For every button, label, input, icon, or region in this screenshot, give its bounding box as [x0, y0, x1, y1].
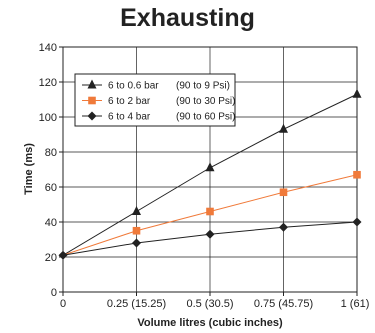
data-point	[205, 229, 215, 239]
x-tick-label: 0.25 (15.25)	[107, 298, 166, 310]
x-tick-label: 0.5 (30.5)	[186, 298, 233, 310]
data-point	[206, 207, 214, 216]
y-tick-label: 60	[45, 182, 57, 194]
legend-marker	[87, 79, 97, 89]
x-axis-label: Volume litres (cubic inches)	[137, 317, 283, 329]
y-axis-ticks: 0 20 40 60 80 100 120 140	[39, 42, 63, 299]
legend-marker	[88, 96, 96, 105]
x-tick-label: 1 (61)	[341, 298, 370, 310]
legend-marker	[87, 111, 97, 121]
y-tick-label: 0	[51, 287, 57, 299]
data-point	[58, 250, 68, 260]
y-tick-label: 20	[45, 252, 57, 264]
y-tick-label: 120	[39, 77, 57, 89]
y-axis-label: Time (ms)	[23, 143, 35, 195]
legend-label: 6 to 0.6 bar	[108, 81, 159, 92]
data-point	[279, 188, 288, 197]
legend-label: 6 to 2 bar	[108, 96, 151, 107]
chart-title: Exhausting	[120, 4, 255, 32]
legend-label: 6 to 4 bar	[108, 112, 151, 123]
legend-label-extra: (90 to 9 Psi)	[176, 81, 230, 92]
y-tick-label: 80	[45, 147, 57, 159]
data-point	[279, 123, 288, 133]
data-point	[132, 238, 141, 248]
series-markers	[58, 88, 362, 260]
legend-label-extra: (90 to 30 Psi)	[176, 96, 235, 107]
data-point	[353, 170, 361, 179]
x-tick-label: 0	[60, 298, 66, 310]
y-tick-label: 100	[39, 112, 57, 124]
data-point	[352, 88, 362, 98]
data-point	[352, 217, 362, 227]
data-point	[132, 226, 141, 235]
y-tick-label: 140	[39, 42, 57, 54]
data-point	[132, 206, 141, 215]
x-tick-label: 0.75 (45.75)	[254, 298, 313, 310]
data-point	[205, 162, 215, 172]
legend: 6 to 0.6 bar (90 to 9 Psi) 6 to 2 bar (90 t…	[74, 73, 236, 127]
y-tick-label: 40	[45, 217, 57, 229]
legend-label-extra: (90 to 60 Psi)	[176, 112, 235, 123]
x-axis-ticks: 0 0.25 (15.25) 0.5 (30.5) 0.75 (45.75) 1 (61…	[60, 292, 369, 310]
data-point	[279, 222, 288, 232]
